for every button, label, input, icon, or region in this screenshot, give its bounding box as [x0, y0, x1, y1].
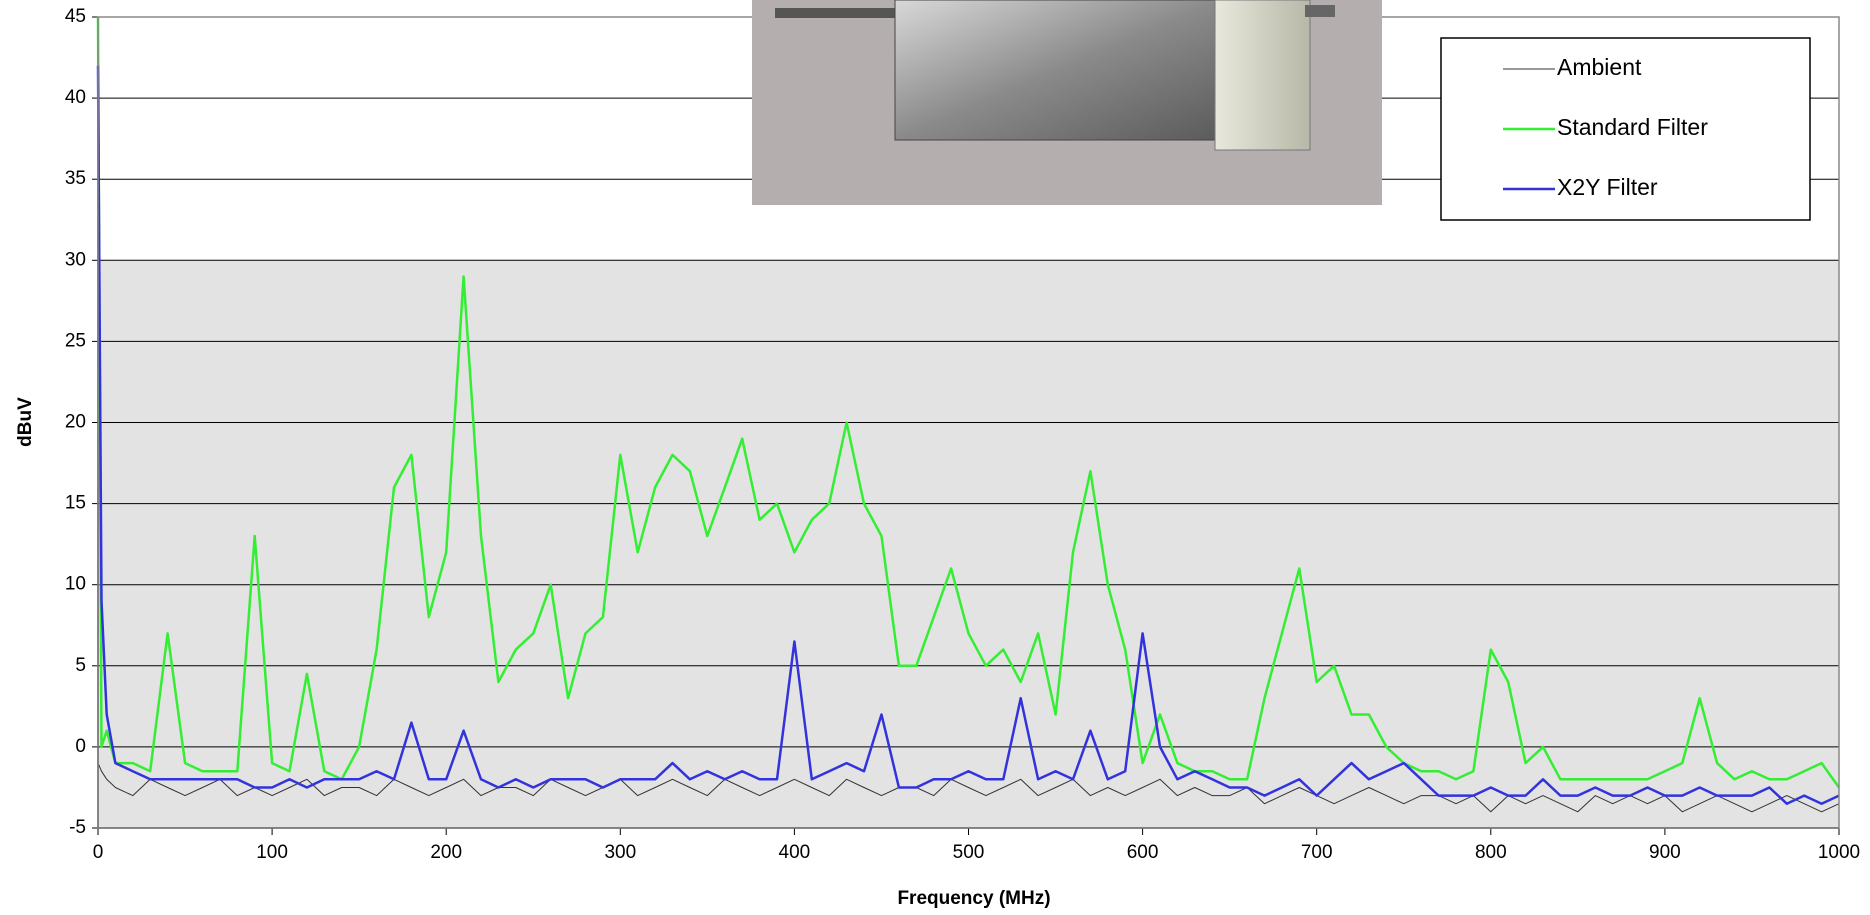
y-tick-label: 25: [65, 330, 86, 351]
y-tick-label: 15: [65, 493, 86, 514]
x-tick-label: 600: [1127, 842, 1159, 863]
y-tick-label: 5: [75, 655, 86, 676]
x-tick-label: 900: [1649, 842, 1681, 863]
y-tick-label: -5: [69, 817, 86, 838]
x-tick-label: 200: [430, 842, 462, 863]
y-axis-title: dBuV: [15, 397, 36, 447]
lines: [96, 16, 1841, 813]
y-tick-label: 0: [75, 736, 86, 757]
legend-label: Ambient: [1557, 54, 1642, 80]
x-tick-label: 400: [779, 842, 811, 863]
legend-label: Standard Filter: [1557, 114, 1708, 140]
x-tick-label: 800: [1475, 842, 1507, 863]
x-axis-title: Frequency (MHz): [897, 888, 1050, 909]
x-tick-label: 0: [93, 842, 104, 863]
y-tick-label: 40: [65, 87, 86, 108]
x-tick-label: 300: [604, 842, 636, 863]
x-tick-label: 100: [256, 842, 288, 863]
y-tick-label: 10: [65, 574, 86, 595]
x-tick-label: 1000: [1818, 842, 1860, 863]
series-line: [96, 16, 1841, 789]
series-line: [96, 65, 1840, 805]
legend: Ambient Standard Filter X2Y Filter: [1440, 37, 1811, 221]
x-tick-label: 500: [953, 842, 985, 863]
y-tick-label: 20: [65, 412, 86, 433]
legend-box: [1440, 37, 1811, 221]
x-tick-label: 700: [1301, 842, 1333, 863]
y-tick-label: 45: [65, 6, 86, 27]
legend-label: X2Y Filter: [1557, 174, 1658, 200]
y-tick-label: 35: [65, 168, 86, 189]
photo-inset: [752, 0, 1382, 205]
y-tick-label: 30: [65, 249, 86, 270]
